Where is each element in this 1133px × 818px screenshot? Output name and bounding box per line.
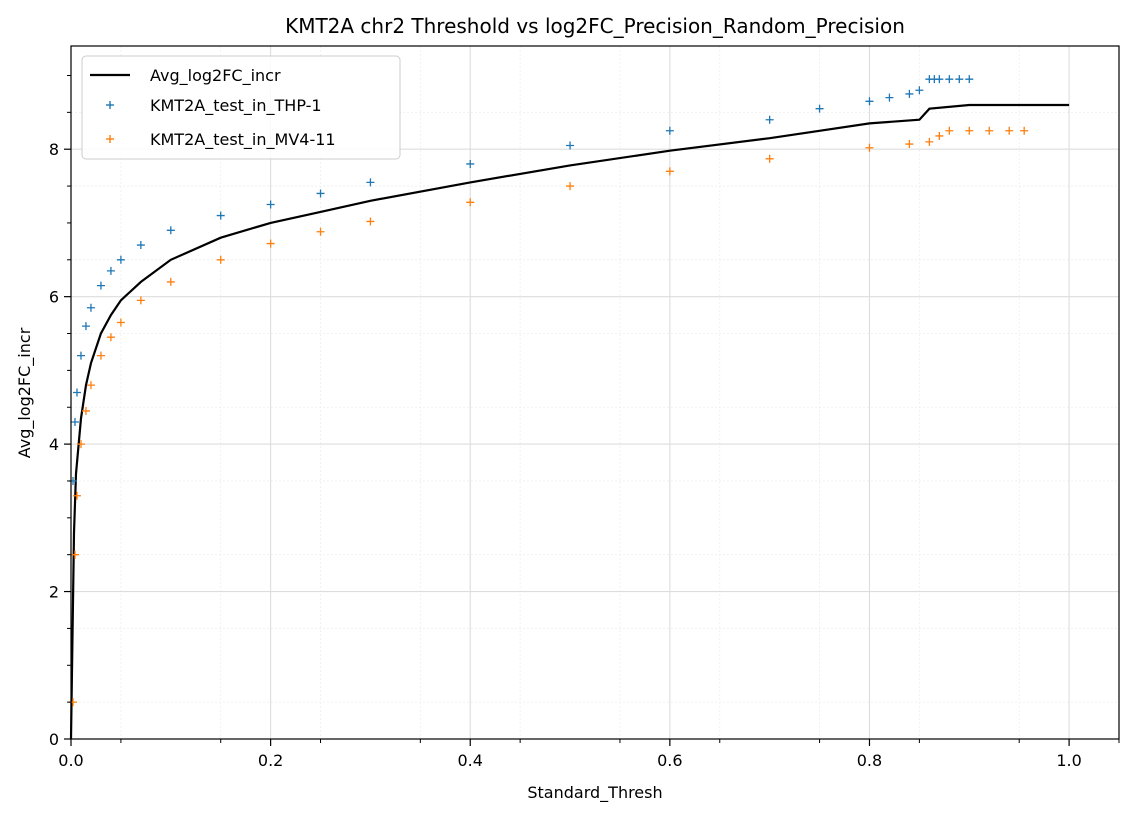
legend-marker-mv411 xyxy=(106,135,114,143)
data-point xyxy=(566,141,575,150)
data-point xyxy=(905,140,914,149)
data-point xyxy=(1005,126,1014,135)
x-tick-label: 0.8 xyxy=(857,751,882,770)
data-point xyxy=(86,381,95,390)
y-tick-label: 6 xyxy=(49,288,59,307)
data-point xyxy=(865,97,874,106)
x-tick-label: 0.4 xyxy=(458,751,483,770)
x-tick-label: 1.0 xyxy=(1056,751,1081,770)
legend-label-mv411: KMT2A_test_in_MV4-11 xyxy=(150,130,336,150)
x-axis-label: Standard_Thresh xyxy=(527,783,662,803)
data-point xyxy=(136,296,145,305)
data-point xyxy=(765,115,774,124)
data-point xyxy=(955,75,964,84)
legend-label-thp1: KMT2A_test_in_THP-1 xyxy=(150,96,322,116)
data-point xyxy=(1020,126,1029,135)
series-points-kmt2a-test-in-thp-1 xyxy=(68,75,974,485)
data-point xyxy=(935,75,944,84)
data-point xyxy=(366,217,375,226)
data-point xyxy=(266,239,275,248)
y-tick-label: 4 xyxy=(49,435,59,454)
legend: Avg_log2FC_incr KMT2A_test_in_THP-1 KMT2… xyxy=(81,55,401,160)
data-point xyxy=(985,126,994,135)
data-point xyxy=(70,550,79,559)
data-point xyxy=(965,75,974,84)
data-point xyxy=(466,159,475,168)
data-point xyxy=(316,189,325,198)
x-tick-label: 0.2 xyxy=(258,751,283,770)
chart-title: KMT2A chr2 Threshold vs log2FC_Precision… xyxy=(285,14,905,38)
data-point xyxy=(76,440,85,449)
series-line-avg-log2fc-incr xyxy=(69,103,1070,740)
data-point xyxy=(96,281,105,290)
data-point xyxy=(935,131,944,140)
data-point xyxy=(216,211,225,220)
y-tick-label: 0 xyxy=(49,730,59,749)
data-point xyxy=(765,154,774,163)
data-point xyxy=(815,104,824,113)
data-point xyxy=(885,93,894,102)
data-point xyxy=(86,303,95,312)
data-point xyxy=(925,137,934,146)
data-point xyxy=(72,388,81,397)
data-point xyxy=(266,200,275,209)
data-point xyxy=(665,167,674,176)
data-point xyxy=(865,143,874,152)
data-point xyxy=(106,333,115,342)
data-point xyxy=(945,75,954,84)
y-tick-label: 8 xyxy=(49,140,59,159)
data-point xyxy=(665,126,674,135)
data-point xyxy=(905,89,914,98)
y-tick-label: 2 xyxy=(49,583,59,602)
data-point xyxy=(70,417,79,426)
data-point xyxy=(366,178,375,187)
data-point xyxy=(116,255,125,264)
y-axis-ticks: 0 2 4 6 8 xyxy=(49,74,71,749)
data-point xyxy=(566,182,575,191)
data-point xyxy=(76,351,85,360)
series-points-kmt2a-test-in-mv4-11 xyxy=(68,126,1029,707)
plot-frame xyxy=(70,45,1120,740)
data-point xyxy=(81,406,90,415)
x-tick-label: 0.6 xyxy=(657,751,682,770)
data-point xyxy=(166,226,175,235)
data-point xyxy=(166,277,175,286)
data-point xyxy=(116,318,125,327)
data-point xyxy=(945,126,954,135)
data-point xyxy=(965,126,974,135)
y-axis-label: Avg_log2FC_incr xyxy=(15,327,35,458)
minor-gridlines xyxy=(71,46,1120,739)
legend-box xyxy=(81,55,401,160)
data-point xyxy=(106,266,115,275)
legend-label-avg: Avg_log2FC_incr xyxy=(150,66,281,86)
data-point xyxy=(136,241,145,250)
plot-series xyxy=(68,75,1070,740)
x-tick-label: 0.0 xyxy=(58,751,83,770)
data-point xyxy=(915,86,924,95)
legend-marker-thp1 xyxy=(106,101,114,109)
x-axis-ticks: 0.0 0.2 0.4 0.6 0.8 1.0 xyxy=(58,739,1120,770)
data-point xyxy=(316,227,325,236)
data-point xyxy=(216,255,225,264)
data-point xyxy=(96,351,105,360)
data-point xyxy=(72,491,81,500)
data-point xyxy=(81,322,90,331)
data-point xyxy=(466,198,475,207)
